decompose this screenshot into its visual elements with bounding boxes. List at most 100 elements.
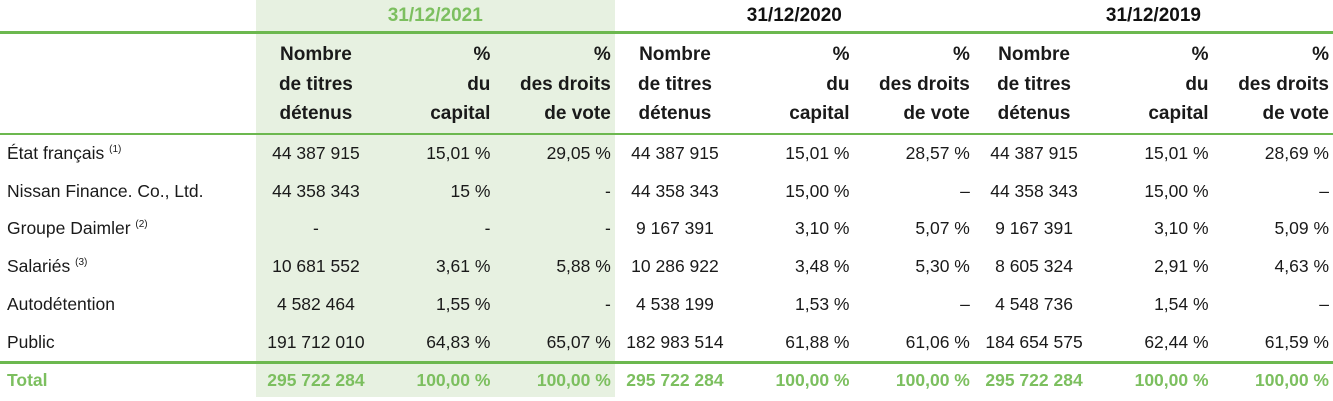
total-cell: 100,00 % bbox=[1094, 361, 1213, 398]
total-cell: 295 722 284 bbox=[255, 361, 377, 398]
table-cell: 9 167 391 bbox=[995, 218, 1073, 239]
row-label: Groupe Daimler (2) bbox=[0, 210, 256, 248]
year-2019-header: 31/12/2019 bbox=[1105, 4, 1201, 26]
header-votes-2019: % des droits de vote bbox=[1212, 31, 1333, 134]
table-cell: 191 712 010 bbox=[255, 323, 377, 363]
row-label-text: Public bbox=[7, 331, 55, 352]
table-cell: 61,06 % bbox=[905, 331, 970, 352]
footnote-marker: (2) bbox=[135, 219, 148, 231]
table-cell: 184 654 575 bbox=[985, 331, 1083, 352]
header-shares-2019: Nombre de titres détenus bbox=[973, 31, 1095, 134]
table-cell: 8 605 324 bbox=[995, 256, 1073, 277]
row-label: État français (1) bbox=[0, 132, 256, 173]
row-label-text: Autodétention bbox=[7, 294, 116, 315]
table-row: Autodétention 4 582 464 1,55 % -4 538 199 1,… bbox=[0, 285, 1333, 324]
table-cell: 15,01 % bbox=[735, 132, 854, 173]
table-cell: 5,88 % bbox=[494, 247, 615, 286]
row-label: Nissan Finance. Co., Ltd. bbox=[0, 172, 256, 210]
table-cell: 44 387 915 bbox=[255, 132, 377, 173]
table-cell: 10 286 922 bbox=[631, 256, 719, 277]
footnote-marker: (3) bbox=[75, 257, 88, 269]
table-cell: 3,10 % bbox=[795, 218, 850, 239]
table-cell: 28,57 % bbox=[853, 132, 974, 173]
table-cell: 61,59 % bbox=[1264, 331, 1329, 352]
total-label: Total bbox=[0, 361, 256, 398]
column-header-row: Nombre de titres détenus % du capital % des d… bbox=[0, 31, 1333, 134]
total-cell: 295 722 284 bbox=[614, 361, 736, 398]
table-row: Groupe Daimler (2) - - -9 167 391 3,10 % 5,07… bbox=[0, 210, 1333, 248]
header-shares-2020: Nombre de titres détenus bbox=[614, 31, 736, 134]
table-cell: 44 387 915 bbox=[973, 132, 1095, 173]
header-shares-2021: Nombre de titres détenus bbox=[255, 31, 377, 134]
row-label-text: Salariés bbox=[7, 256, 71, 277]
total-cell: 100,00 % bbox=[376, 361, 495, 398]
table-cell: - bbox=[494, 172, 615, 211]
table-cell: 3,48 % bbox=[795, 256, 850, 277]
table-cell: - bbox=[255, 210, 377, 248]
row-label: Public bbox=[0, 323, 256, 362]
table-cell: – bbox=[1319, 294, 1329, 315]
table-cell: 4 582 464 bbox=[255, 285, 377, 324]
row-label-text: Nissan Finance. Co., Ltd. bbox=[7, 180, 204, 201]
table-cell: 15,01 % bbox=[1094, 132, 1213, 173]
header-capital-2021: % du capital bbox=[376, 31, 495, 134]
table-cell: 4 538 199 bbox=[636, 294, 714, 315]
table-cell: 4,63 % bbox=[1274, 256, 1329, 277]
total-row: Total 295 722 284 100,00 % 100,00 % 295 … bbox=[0, 361, 1333, 398]
table-cell: 15,00 % bbox=[1144, 180, 1209, 201]
table-cell: 15 % bbox=[376, 172, 495, 211]
table-cell: - bbox=[494, 210, 615, 248]
table-cell: – bbox=[960, 294, 970, 315]
total-cell: 100,00 % bbox=[735, 361, 854, 398]
table-row: Public 191 712 010 64,83 % 65,07 % 182 983 5… bbox=[0, 323, 1333, 363]
table-cell: 1,54 % bbox=[1154, 294, 1209, 315]
header-votes-2021: % des droits de vote bbox=[494, 31, 615, 134]
row-label: Salariés (3) bbox=[0, 248, 256, 286]
year-header-row: 31/12/2021 31/12/2020 31/12/2019 bbox=[0, 0, 1333, 33]
table-body: État français (1) 44 387 915 15,01 % 29,05 … bbox=[0, 132, 1333, 363]
table-cell: 4 548 736 bbox=[995, 294, 1073, 315]
table-cell: 3,61 % bbox=[376, 247, 495, 286]
table-cell: – bbox=[1319, 180, 1329, 201]
header-capital-2020: % du capital bbox=[735, 31, 854, 134]
table-cell: 3,10 % bbox=[1154, 218, 1209, 239]
year-2020-header: 31/12/2020 bbox=[746, 4, 842, 26]
footnote-marker: (1) bbox=[109, 144, 122, 156]
table-cell: - bbox=[494, 285, 615, 324]
table-cell: 44 358 343 bbox=[990, 180, 1078, 201]
total-cell: 100,00 % bbox=[1212, 361, 1333, 398]
table-cell: 5,09 % bbox=[1274, 218, 1329, 239]
table-cell: 15,01 % bbox=[376, 132, 495, 173]
table-row: Salariés (3) 10 681 552 3,61 % 5,88 % 10 286… bbox=[0, 247, 1333, 286]
table-cell: 61,88 % bbox=[785, 331, 850, 352]
table-cell: 64,83 % bbox=[376, 323, 495, 363]
total-cell: 100,00 % bbox=[853, 361, 974, 398]
total-cell: 295 722 284 bbox=[973, 361, 1095, 398]
table-cell: 2,91 % bbox=[1154, 256, 1209, 277]
table-cell: 5,30 % bbox=[915, 256, 970, 277]
corner-cell bbox=[0, 0, 256, 33]
row-label-text: Groupe Daimler bbox=[7, 218, 131, 239]
row-label-header bbox=[0, 31, 256, 134]
row-label: Autodétention bbox=[0, 286, 256, 324]
table-cell: 44 387 915 bbox=[614, 132, 736, 173]
table-cell: - bbox=[376, 210, 495, 248]
table-cell: 28,69 % bbox=[1212, 132, 1333, 173]
total-cell: 100,00 % bbox=[494, 361, 615, 398]
table-cell: 29,05 % bbox=[494, 132, 615, 173]
header-capital-2019: % du capital bbox=[1094, 31, 1213, 134]
table-cell: 44 358 343 bbox=[255, 172, 377, 211]
header-votes-2020: % des droits de vote bbox=[853, 31, 974, 134]
table-cell: 182 983 514 bbox=[626, 331, 724, 352]
table-cell: 1,53 % bbox=[795, 294, 850, 315]
table-cell: 65,07 % bbox=[494, 323, 615, 363]
table-cell: 1,55 % bbox=[376, 285, 495, 324]
table-cell: 5,07 % bbox=[915, 218, 970, 239]
table-row: Nissan Finance. Co., Ltd. 44 358 343 15 % -… bbox=[0, 172, 1333, 211]
table-row: État français (1) 44 387 915 15,01 % 29,05 … bbox=[0, 132, 1333, 173]
table-cell: 62,44 % bbox=[1144, 331, 1209, 352]
year-2021-header: 31/12/2021 bbox=[255, 0, 615, 33]
table-cell: 15,00 % bbox=[785, 180, 850, 201]
table-cell: 10 681 552 bbox=[255, 247, 377, 286]
